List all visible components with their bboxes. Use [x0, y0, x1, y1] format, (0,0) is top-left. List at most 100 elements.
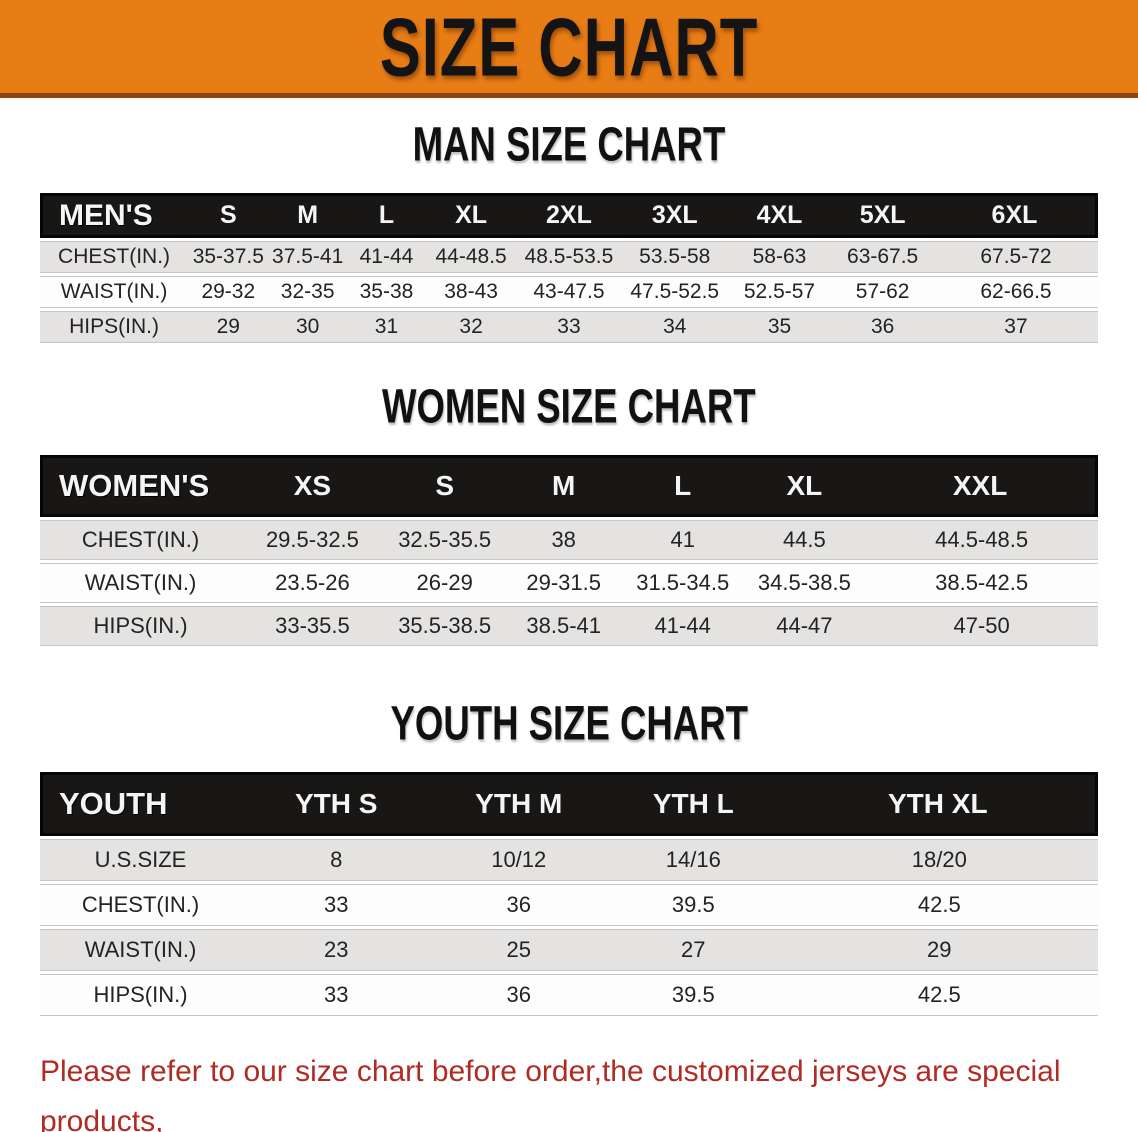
women-measure-row: WAIST(IN.) 23.5-26 26-29 29-31.5 31.5-34.5 34…	[40, 563, 1098, 603]
men-size-value: 29-32	[188, 276, 269, 308]
men-size-value: 63-67.5	[831, 241, 934, 273]
size-chart-banner: SIZE CHART	[0, 0, 1138, 98]
men-row-label: HIPS(IN.)	[40, 311, 189, 343]
women-size-value: 26-29	[383, 563, 506, 603]
men-size-value: 41-44	[346, 241, 427, 273]
men-size-value: 32-35	[268, 276, 347, 308]
men-measure-row: CHEST(IN.) 35-37.5 37.5-41 41-44 44-48.5 48.5…	[40, 241, 1098, 273]
women-size-column-header: L	[621, 455, 744, 517]
youth-size-value: 14/16	[606, 839, 781, 881]
women-size-value: 38.5-41	[505, 606, 622, 646]
youth-size-value: 18/20	[780, 839, 1098, 881]
women-size-column-header: M	[505, 455, 622, 517]
youth-size-value: 42.5	[780, 974, 1098, 1016]
men-size-value: 58-63	[727, 241, 832, 273]
men-size-column-header: L	[346, 193, 427, 238]
youth-size-value: 39.5	[606, 884, 781, 926]
men-size-value: 32	[426, 311, 517, 343]
youth-size-value: 23	[241, 929, 432, 971]
men-row-label: WAIST(IN.)	[40, 276, 189, 308]
men-size-value: 34	[621, 311, 728, 343]
youth-size-value: 27	[606, 929, 781, 971]
women-size-value: 38	[505, 520, 622, 560]
women-size-value: 33-35.5	[241, 606, 384, 646]
youth-size-value: 33	[241, 884, 432, 926]
women-size-column-header: XXL	[865, 455, 1098, 517]
youth-row-label: U.S.SIZE	[40, 839, 242, 881]
men-header-row: MEN'S S M L XL 2XL 3XL 4XL 5XL 6XL	[40, 193, 1098, 238]
youth-measure-row: CHEST(IN.) 33 36 39.5 42.5	[40, 884, 1098, 926]
men-size-value: 35	[727, 311, 832, 343]
women-size-table: WOMEN'S XS S M L XL XXL CHEST(IN.) 29.5-32.5 32.…	[40, 452, 1098, 649]
women-header-row: WOMEN'S XS S M L XL XXL	[40, 455, 1098, 517]
men-size-value: 37	[933, 311, 1098, 343]
women-row-label: WAIST(IN.)	[40, 563, 242, 603]
men-row-label: CHEST(IN.)	[40, 241, 189, 273]
women-size-value: 41	[621, 520, 744, 560]
youth-size-value: 25	[431, 929, 607, 971]
youth-size-column-header: YTH L	[606, 772, 781, 836]
men-size-column-header: M	[268, 193, 347, 238]
youth-size-value: 10/12	[431, 839, 607, 881]
women-size-column-header: S	[383, 455, 506, 517]
women-size-value: 41-44	[621, 606, 744, 646]
men-size-column-header: 4XL	[727, 193, 832, 238]
men-size-value: 36	[831, 311, 934, 343]
women-size-value: 31.5-34.5	[621, 563, 744, 603]
women-measure-row: CHEST(IN.) 29.5-32.5 32.5-35.5 38 41 44.5 44.5…	[40, 520, 1098, 560]
men-size-value: 57-62	[831, 276, 934, 308]
women-size-column-header: XL	[743, 455, 866, 517]
women-size-column-header: XS	[241, 455, 384, 517]
men-size-column-header: 3XL	[621, 193, 728, 238]
women-group-label: WOMEN'S	[40, 455, 242, 517]
youth-size-value: 42.5	[780, 884, 1098, 926]
youth-row-label: WAIST(IN.)	[40, 929, 242, 971]
women-measure-row: HIPS(IN.) 33-35.5 35.5-38.5 38.5-41 41-44 44-…	[40, 606, 1098, 646]
youth-size-column-header: YTH M	[431, 772, 607, 836]
order-disclaimer: Please refer to our size chart before or…	[40, 1047, 1102, 1132]
women-row-label: HIPS(IN.)	[40, 606, 242, 646]
women-size-value: 44.5-48.5	[865, 520, 1098, 560]
women-size-value: 34.5-38.5	[743, 563, 866, 603]
youth-row-label: CHEST(IN.)	[40, 884, 242, 926]
women-row-label: CHEST(IN.)	[40, 520, 242, 560]
youth-section-heading: YOUTH SIZE CHART	[0, 697, 1138, 751]
women-size-value: 47-50	[865, 606, 1098, 646]
men-size-column-header: S	[188, 193, 269, 238]
youth-size-value: 8	[241, 839, 432, 881]
youth-header-row: YOUTH YTH S YTH M YTH L YTH XL	[40, 772, 1098, 836]
youth-size-value: 29	[780, 929, 1098, 971]
men-size-value: 43-47.5	[516, 276, 622, 308]
men-size-value: 35-38	[346, 276, 427, 308]
men-size-value: 48.5-53.5	[516, 241, 622, 273]
men-size-column-header: 5XL	[831, 193, 934, 238]
youth-size-value: 33	[241, 974, 432, 1016]
men-size-value: 29	[188, 311, 269, 343]
men-size-column-header: XL	[426, 193, 517, 238]
youth-section-heading-text: YOUTH SIZE CHART	[390, 697, 748, 751]
youth-size-value: 39.5	[606, 974, 781, 1016]
women-size-value: 35.5-38.5	[383, 606, 506, 646]
women-size-value: 44.5	[743, 520, 866, 560]
men-size-value: 35-37.5	[188, 241, 269, 273]
men-measure-row: HIPS(IN.) 29 30 31 32 33 34 35 36 37	[40, 311, 1098, 343]
men-size-value: 52.5-57	[727, 276, 832, 308]
men-size-value: 53.5-58	[621, 241, 728, 273]
men-section-heading: MAN SIZE CHART	[0, 119, 1138, 171]
youth-size-column-header: YTH S	[241, 772, 432, 836]
order-disclaimer-line-1: Please refer to our size chart before or…	[40, 1055, 1061, 1132]
youth-measure-row: WAIST(IN.) 23 25 27 29	[40, 929, 1098, 971]
youth-group-label: YOUTH	[40, 772, 242, 836]
page-title: SIZE CHART	[379, 0, 759, 93]
youth-size-value: 36	[431, 884, 607, 926]
men-size-value: 38-43	[426, 276, 517, 308]
men-group-label: MEN'S	[40, 193, 189, 238]
men-measure-row: WAIST(IN.) 29-32 32-35 35-38 38-43 43-47.5 47.…	[40, 276, 1098, 308]
men-size-value: 62-66.5	[933, 276, 1098, 308]
men-size-column-header: 2XL	[516, 193, 622, 238]
youth-size-value: 36	[431, 974, 607, 1016]
men-size-value: 44-48.5	[426, 241, 517, 273]
men-size-value: 33	[516, 311, 622, 343]
youth-size-column-header: YTH XL	[780, 772, 1098, 836]
women-size-value: 23.5-26	[241, 563, 384, 603]
